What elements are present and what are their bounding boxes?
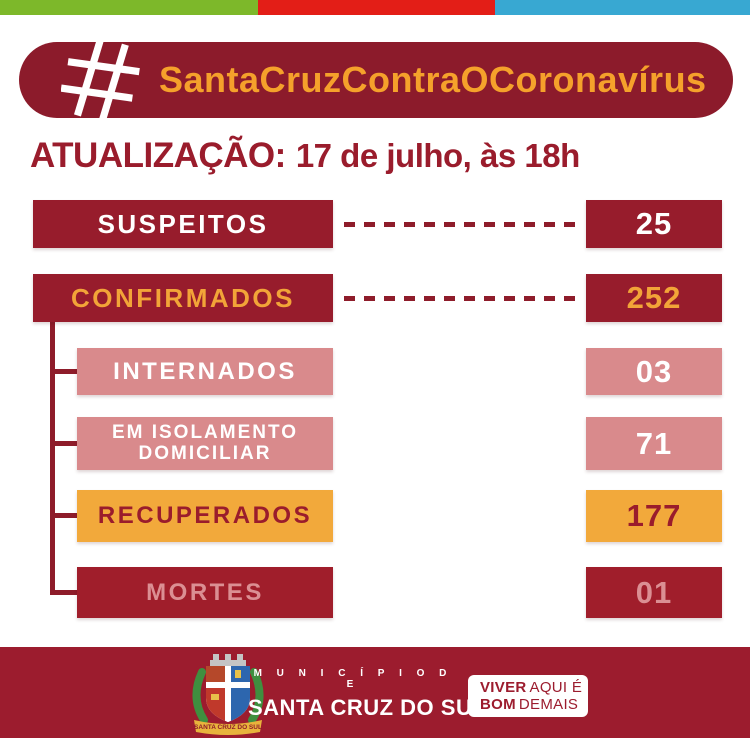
recuperados-value: 177: [626, 498, 682, 533]
top-stripe-green: [0, 0, 258, 15]
slogan-badge: VIVER AQUI É BOM DEMAIS: [468, 675, 588, 717]
suspeitos-value-box: 25: [586, 200, 722, 248]
update-heading: ATUALIZAÇÃO: 17 de julho, às 18h: [30, 136, 580, 176]
hashtag-banner: SantaCruzContraOCoronavírus: [19, 40, 733, 121]
isolamento-label-line1: EM ISOLAMENTO: [111, 421, 299, 443]
recuperados-label: RECUPERADOS: [97, 502, 313, 529]
suspeitos-value: 25: [635, 206, 673, 241]
internados-label: INTERNADOS: [113, 357, 297, 385]
hash-icon: [60, 40, 141, 121]
update-label: ATUALIZAÇÃO:: [30, 136, 286, 175]
slogan-line1-rest: AQUI É: [529, 678, 583, 696]
confirmados-value-box: 252: [586, 274, 722, 322]
top-stripe-red: [258, 0, 495, 15]
tree-connector-recuperados: [50, 513, 77, 518]
mortes-value: 01: [635, 574, 673, 610]
city-name: SANTA CRUZ DO SUL: [248, 695, 487, 720]
confirmados-label-bar: CONFIRMADOS: [33, 274, 333, 322]
crest-caption: SANTA CRUZ DO SUL: [194, 724, 262, 731]
tree-connector-vertical: [50, 322, 55, 594]
suspeitos-label-bar: SUSPEITOS: [33, 200, 333, 248]
tree-connector-isolamento: [50, 441, 77, 446]
internados-value-box: 03: [586, 348, 722, 395]
tree-connector-mortes: [50, 590, 77, 595]
isolamento-value-box: 71: [586, 417, 722, 470]
mortes-label: MORTES: [146, 578, 264, 606]
isolamento-label-line2: DOMICILIAR: [138, 442, 272, 464]
internados-label-bar: INTERNADOS: [77, 348, 333, 395]
recuperados-label-bar: RECUPERADOS: [77, 490, 333, 542]
campaign-title: SantaCruzContraOCoronavírus: [159, 59, 707, 100]
suspeitos-leader-line: [344, 222, 584, 227]
internados-value: 03: [635, 353, 673, 389]
mortes-label-bar: MORTES: [77, 567, 333, 618]
isolamento-value: 71: [635, 425, 673, 461]
suspeitos-label: SUSPEITOS: [97, 208, 269, 239]
slogan-line2-bold: BOM: [480, 696, 516, 713]
municipality-label: M U N I C Í P I O D E: [253, 668, 453, 690]
confirmados-label: CONFIRMADOS: [71, 282, 295, 313]
confirmados-leader-line: [344, 296, 584, 301]
slogan-line1-bold: VIVER: [480, 678, 527, 696]
top-stripe-blue: [495, 0, 750, 15]
slogan-line2-rest: DEMAIS: [518, 696, 579, 713]
footer-bar: SANTA CRUZ DO SUL M U N I C Í P I O D E …: [0, 647, 750, 738]
municipality-block: M U N I C Í P I O D E SANTA CRUZ DO SUL: [248, 668, 487, 721]
update-datetime: 17 de julho, às 18h: [295, 137, 580, 174]
confirmados-value: 252: [626, 280, 682, 315]
mortes-value-box: 01: [586, 567, 722, 618]
isolamento-label-bar: EM ISOLAMENTO DOMICILIAR: [77, 417, 333, 470]
recuperados-value-box: 177: [586, 490, 722, 542]
city-coat-of-arms-icon: SANTA CRUZ DO SUL: [186, 652, 270, 736]
tree-connector-internados: [50, 369, 77, 374]
